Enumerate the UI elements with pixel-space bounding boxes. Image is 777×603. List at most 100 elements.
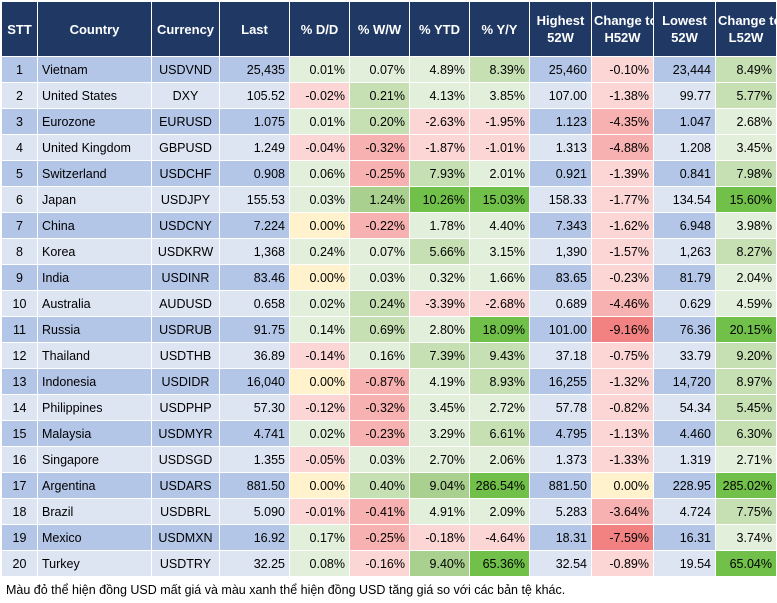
cell-change-h52w: -0.89% — [591, 550, 654, 577]
cell-stt: 7 — [1, 212, 38, 239]
cell-yy: -1.95% — [469, 108, 530, 135]
cell-dd: 0.00% — [289, 264, 350, 291]
cell-country: Eurozone — [37, 108, 152, 135]
cell-lowest-52w: 1.319 — [653, 446, 716, 473]
cell-dd: 0.08% — [289, 550, 350, 577]
cell-dd: 0.06% — [289, 160, 350, 187]
header-change-h52w: Change to H52W — [591, 1, 654, 57]
cell-last: 155.53 — [219, 186, 290, 213]
cell-highest-52w: 107.00 — [529, 82, 592, 109]
cell-ww: 0.69% — [349, 316, 410, 343]
cell-last: 25,435 — [219, 56, 290, 83]
cell-currency: USDKRW — [151, 238, 220, 265]
cell-currency: DXY — [151, 82, 220, 109]
cell-country: Russia — [37, 316, 152, 343]
cell-highest-52w: 158.33 — [529, 186, 592, 213]
cell-ww: 0.21% — [349, 82, 410, 109]
cell-country: United States — [37, 82, 152, 109]
cell-dd: -0.02% — [289, 82, 350, 109]
cell-highest-52w: 0.689 — [529, 290, 592, 317]
cell-last: 5.090 — [219, 498, 290, 525]
cell-highest-52w: 101.00 — [529, 316, 592, 343]
cell-highest-52w: 4.795 — [529, 420, 592, 447]
cell-ww: -0.16% — [349, 550, 410, 577]
cell-yy: 2.09% — [469, 498, 530, 525]
cell-currency: EURUSD — [151, 108, 220, 135]
cell-country: United Kingdom — [37, 134, 152, 161]
cell-country: Switzerland — [37, 160, 152, 187]
cell-stt: 16 — [1, 446, 38, 473]
cell-country: Korea — [37, 238, 152, 265]
cell-currency: USDCNY — [151, 212, 220, 239]
cell-stt: 14 — [1, 394, 38, 421]
cell-highest-52w: 0.921 — [529, 160, 592, 187]
cell-dd: -0.14% — [289, 342, 350, 369]
cell-stt: 1 — [1, 56, 38, 83]
table-row: 10 Australia AUDUSD 0.658 0.02% 0.24% -3.39% -2… — [1, 290, 777, 317]
cell-last: 83.46 — [219, 264, 290, 291]
cell-change-l52w: 5.45% — [715, 394, 777, 421]
cell-ytd: 4.13% — [409, 82, 470, 109]
cell-ytd: 9.04% — [409, 472, 470, 499]
cell-currency: USDVND — [151, 56, 220, 83]
cell-ytd: 3.29% — [409, 420, 470, 447]
cell-stt: 17 — [1, 472, 38, 499]
cell-stt: 11 — [1, 316, 38, 343]
cell-lowest-52w: 0.629 — [653, 290, 716, 317]
cell-change-h52w: -1.57% — [591, 238, 654, 265]
cell-ytd: -1.87% — [409, 134, 470, 161]
cell-change-h52w: -1.38% — [591, 82, 654, 109]
cell-ww: 0.07% — [349, 238, 410, 265]
cell-change-h52w: -4.88% — [591, 134, 654, 161]
cell-ww: 0.07% — [349, 56, 410, 83]
cell-currency: USDJPY — [151, 186, 220, 213]
cell-country: Indonesia — [37, 368, 152, 395]
cell-change-l52w: 5.77% — [715, 82, 777, 109]
cell-last: 4.741 — [219, 420, 290, 447]
cell-ytd: 7.39% — [409, 342, 470, 369]
cell-stt: 4 — [1, 134, 38, 161]
cell-last: 32.25 — [219, 550, 290, 577]
cell-yy: 4.40% — [469, 212, 530, 239]
cell-stt: 12 — [1, 342, 38, 369]
cell-lowest-52w: 16.31 — [653, 524, 716, 551]
cell-ytd: 10.26% — [409, 186, 470, 213]
cell-yy: 6.61% — [469, 420, 530, 447]
cell-ww: -0.23% — [349, 420, 410, 447]
cell-lowest-52w: 134.54 — [653, 186, 716, 213]
cell-last: 1.075 — [219, 108, 290, 135]
cell-ytd: 4.91% — [409, 498, 470, 525]
cell-change-h52w: -1.33% — [591, 446, 654, 473]
header-highest-52w: Highest 52W — [529, 1, 592, 57]
cell-change-h52w: -9.16% — [591, 316, 654, 343]
cell-ww: -0.22% — [349, 212, 410, 239]
cell-yy: 9.43% — [469, 342, 530, 369]
cell-dd: -0.04% — [289, 134, 350, 161]
cell-stt: 6 — [1, 186, 38, 213]
cell-lowest-52w: 1.208 — [653, 134, 716, 161]
cell-last: 91.75 — [219, 316, 290, 343]
cell-currency: USDBRL — [151, 498, 220, 525]
cell-country: Japan — [37, 186, 152, 213]
cell-lowest-52w: 19.54 — [653, 550, 716, 577]
cell-yy: 2.06% — [469, 446, 530, 473]
table-header: STT Country Currency Last% D/D% W/W% YTD% Y… — [1, 1, 777, 57]
cell-ytd: 2.80% — [409, 316, 470, 343]
cell-ytd: 2.70% — [409, 446, 470, 473]
cell-highest-52w: 1.313 — [529, 134, 592, 161]
table-row: 19 Mexico USDMXN 16.92 0.17% -0.25% -0.18% -4.6… — [1, 524, 777, 551]
table-row: 3 Eurozone EURUSD 1.075 0.01% 0.20% -2.63% -1.9… — [1, 108, 777, 135]
cell-change-l52w: 4.59% — [715, 290, 777, 317]
footnote: Màu đỏ thể hiện đồng USD mất giá và màu … — [6, 583, 566, 597]
cell-ww: 1.24% — [349, 186, 410, 213]
cell-country: Australia — [37, 290, 152, 317]
cell-change-l52w: 3.45% — [715, 134, 777, 161]
cell-lowest-52w: 23,444 — [653, 56, 716, 83]
cell-change-l52w: 7.98% — [715, 160, 777, 187]
cell-lowest-52w: 14,720 — [653, 368, 716, 395]
cell-dd: 0.14% — [289, 316, 350, 343]
cell-highest-52w: 5.283 — [529, 498, 592, 525]
cell-ww: 0.03% — [349, 446, 410, 473]
table-row: 11 Russia USDRUB 91.75 0.14% 0.69% 2.80% 18.09%… — [1, 316, 777, 343]
cell-highest-52w: 881.50 — [529, 472, 592, 499]
